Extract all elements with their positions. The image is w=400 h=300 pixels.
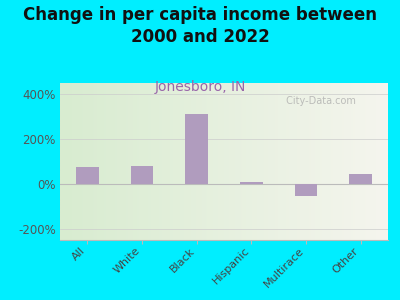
Bar bbox=[130, 166, 154, 184]
Text: Change in per capita income between
2000 and 2022: Change in per capita income between 2000… bbox=[23, 6, 377, 46]
Bar bbox=[240, 182, 263, 184]
Text: City-Data.com: City-Data.com bbox=[283, 96, 356, 106]
Bar bbox=[294, 184, 318, 196]
Bar bbox=[185, 114, 208, 184]
Bar bbox=[349, 174, 372, 184]
Text: Jonesboro, IN: Jonesboro, IN bbox=[154, 80, 246, 94]
Bar bbox=[76, 167, 99, 184]
